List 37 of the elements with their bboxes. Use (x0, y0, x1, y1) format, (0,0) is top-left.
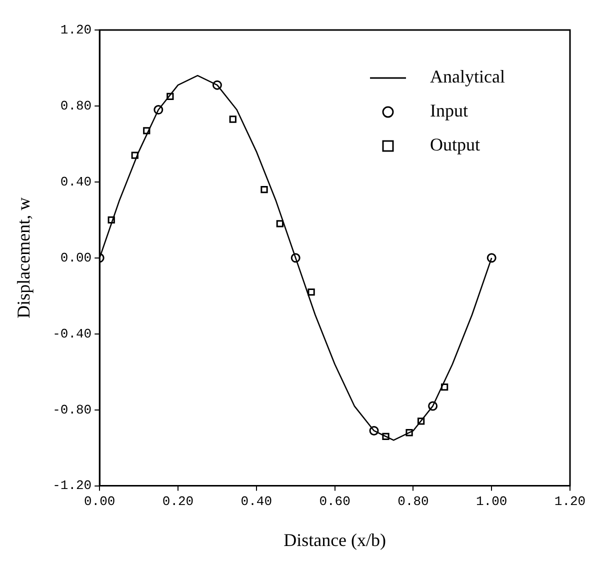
y-tick-label: -0.80 (52, 402, 92, 418)
point (417, 418, 425, 425)
x-tick-label: 0.00 (84, 494, 116, 510)
point (108, 216, 115, 224)
point (212, 80, 222, 90)
point (166, 92, 174, 100)
point (382, 432, 390, 440)
legend-label: Analytical (430, 66, 505, 87)
y-tick-label: 1.20 (60, 22, 92, 38)
point (154, 105, 164, 115)
point (229, 116, 236, 123)
point (428, 401, 438, 411)
x-tick-label: 0.80 (398, 494, 429, 510)
point (440, 383, 448, 391)
point (131, 152, 138, 159)
legend-label: Output (430, 134, 480, 155)
point (143, 127, 150, 134)
point (276, 220, 284, 228)
point (260, 186, 268, 194)
y-tick-label: -1.20 (52, 478, 92, 494)
legend-label: Input (430, 100, 468, 121)
x-tick-label: 1.00 (476, 494, 508, 510)
y-tick-label: 0.80 (60, 98, 92, 114)
point (486, 253, 496, 263)
point (290, 253, 300, 263)
point (369, 426, 379, 436)
point (308, 288, 315, 296)
x-axis-title: Distance (x/b) (284, 530, 386, 550)
y-tick-label: -0.40 (52, 326, 92, 342)
x-tick-label: 1.20 (554, 494, 586, 510)
y-tick-label: 0.00 (60, 250, 92, 266)
point (406, 429, 413, 436)
x-tick-label: 0.60 (319, 494, 350, 510)
x-tick-label: 0.40 (240, 494, 272, 510)
y-tick-label: 0.40 (60, 174, 92, 190)
y-axis-title: Displacement, w (14, 197, 34, 318)
x-tick-label: 0.20 (162, 494, 194, 510)
